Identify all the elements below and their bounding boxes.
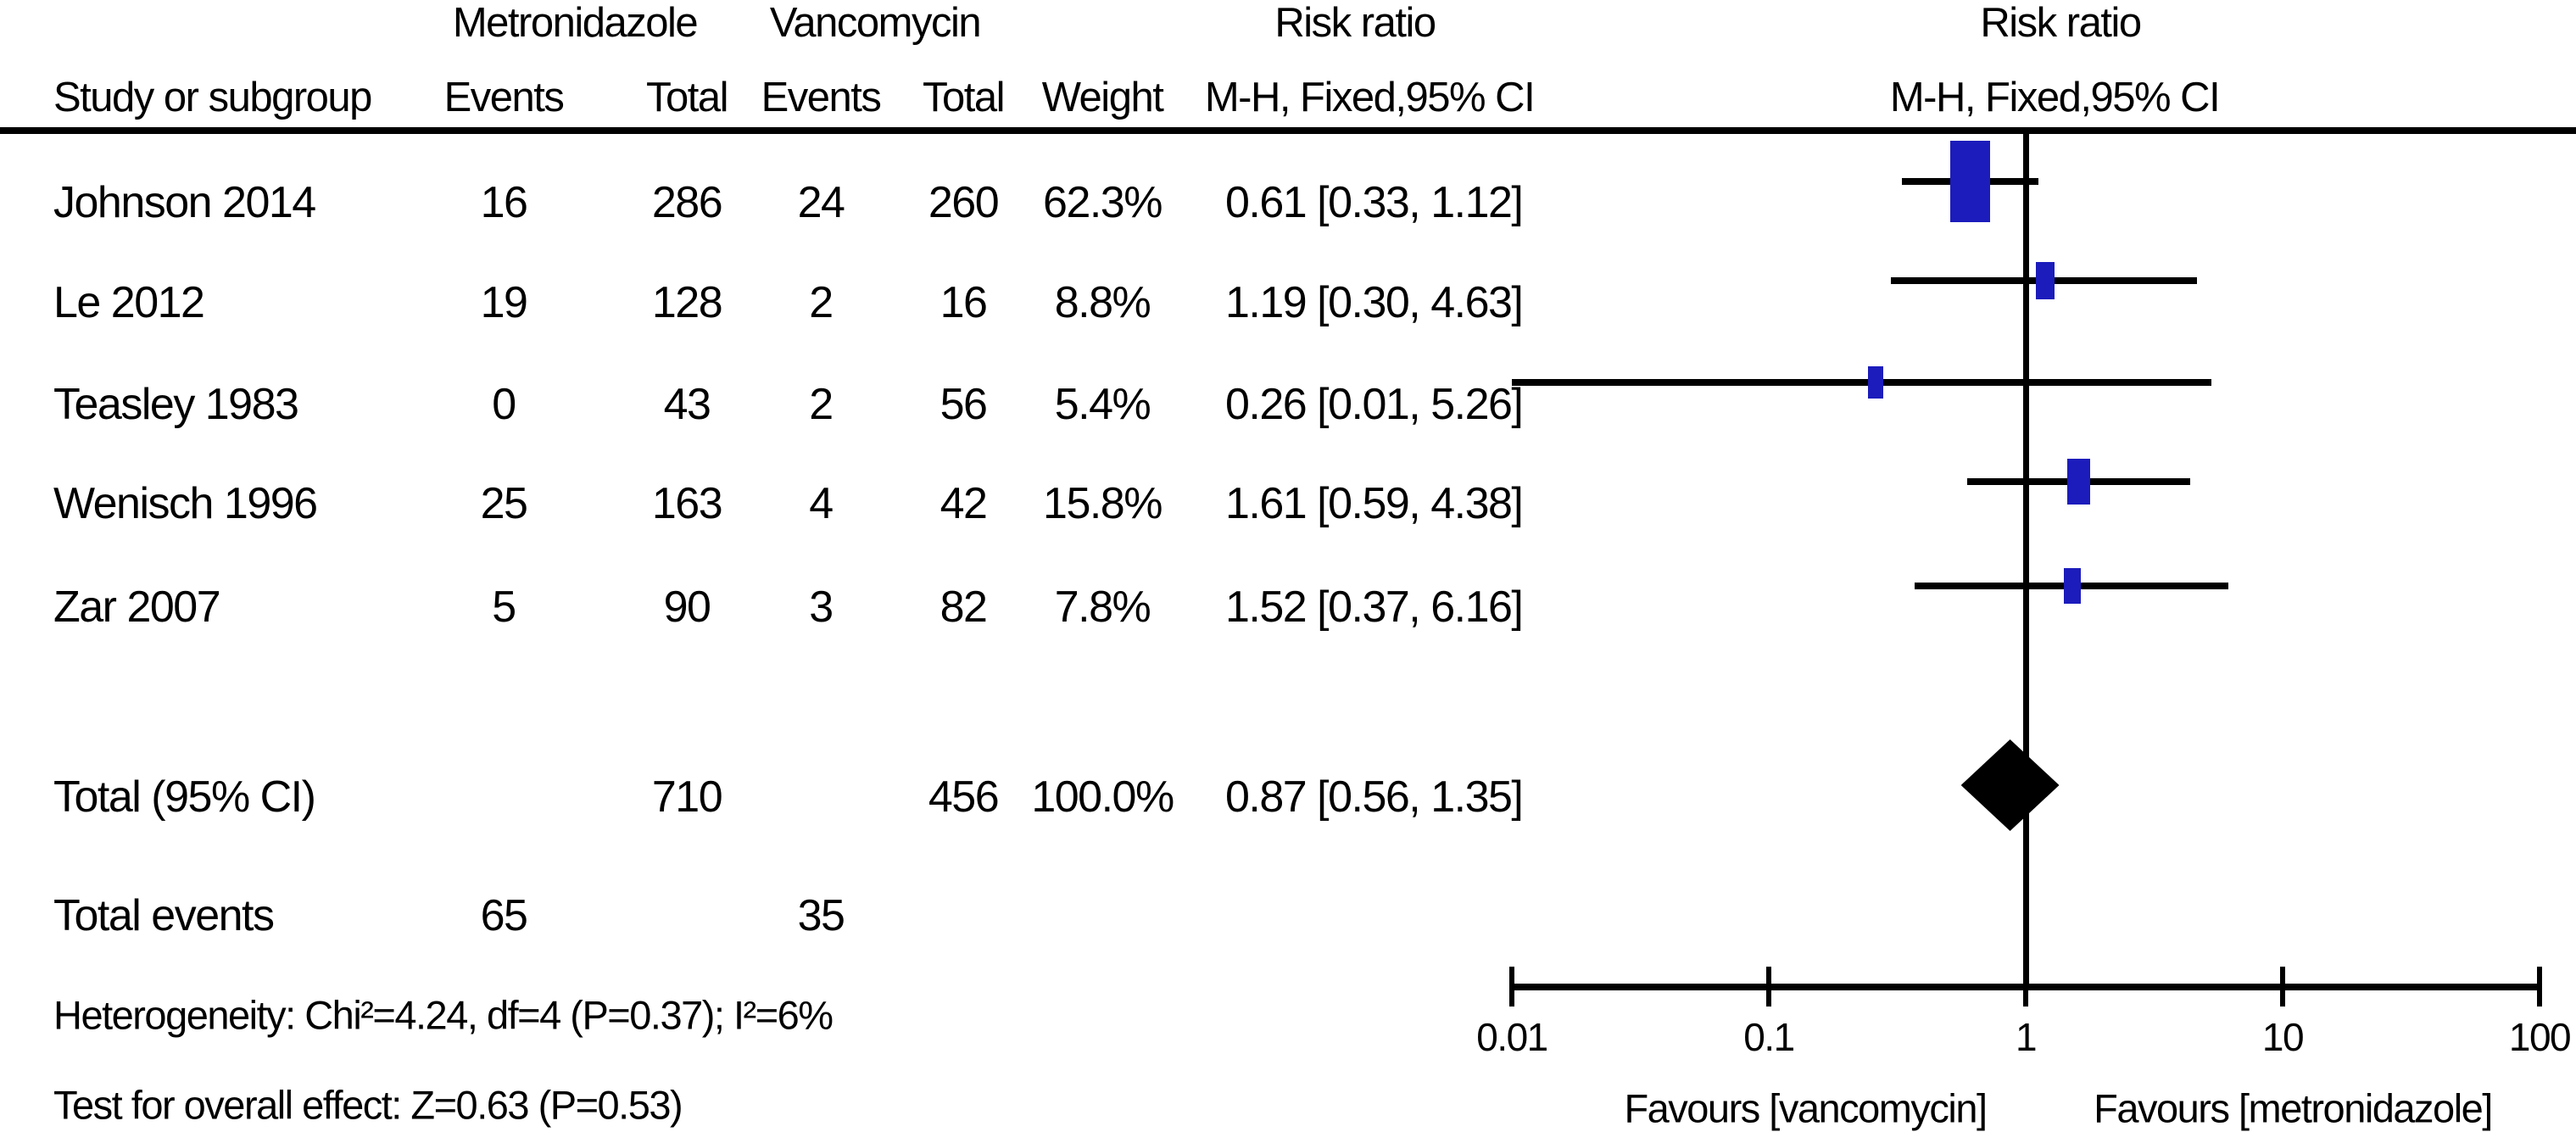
total-control: 82 [940,583,988,632]
total-treat: 43 [663,380,711,429]
study-name: Teasley 1983 [53,380,299,429]
events-control: 3 [809,583,834,632]
effect-marker [2036,262,2055,299]
column-group-control: Vancomycin [769,0,982,46]
events-control: 2 [809,380,834,429]
weight-value: 7.8% [1054,583,1151,632]
effect-marker [1867,366,1883,399]
events-treat: 16 [480,178,528,227]
risk-ratio-heading-text: Risk ratio [1274,0,1436,46]
axis-tick [1508,967,1514,1007]
events-control: 2 [809,278,834,327]
null-line [2022,131,2029,990]
ci-line [1511,379,2211,386]
effect-marker [2063,567,2082,605]
total-treat-sum: 710 [651,772,723,822]
total-treat: 286 [651,178,723,227]
summary-diamond [1960,739,2060,831]
favours-left-label: Favours [vancomycin] [1624,1085,1988,1131]
effect-marker [2067,458,2091,505]
axis-tick [1765,967,1771,1007]
col-header-total-control: Total [922,75,1006,120]
total-treat: 128 [651,278,723,327]
study-name: Le 2012 [53,278,205,327]
tick-label-1: 1 [2015,1015,2038,1059]
study-name: Johnson 2014 [53,178,316,227]
axis-tick [2023,967,2028,1007]
total-control: 56 [940,380,988,429]
ci-value-text: 1.19 [0.30, 4.63] [1225,278,1524,327]
col-header-events-treat: Events [443,75,565,120]
tick-label-10: 10 [2261,1015,2305,1059]
weight-value: 62.3% [1043,178,1163,227]
heterogeneity-note: Heterogeneity: Chi²=4.24, df=4 (P=0.37);… [53,992,834,1038]
total-weight: 100.0% [1031,772,1174,822]
risk-ratio-heading-plot: Risk ratio [1980,0,2142,46]
ci-value-text: 1.61 [0.59, 4.38] [1225,479,1524,528]
ci-value-text: 0.26 [0.01, 5.26] [1225,380,1524,429]
total-label: Total (95% CI) [53,772,316,822]
total-control-sum: 456 [928,772,1000,822]
events-treat: 25 [480,479,528,528]
ci-value-text: 1.52 [0.37, 6.16] [1225,583,1524,632]
effect-marker [1950,140,1991,223]
overall-effect-note: Test for overall effect: Z=0.63 (P=0.53) [53,1082,683,1128]
axis-tick [2537,967,2543,1007]
tick-label-100: 100 [2508,1015,2572,1059]
events-treat: 5 [492,583,516,632]
col-header-events-control: Events [761,75,882,120]
weight-value: 15.8% [1043,479,1163,528]
total-events-control: 35 [797,891,845,940]
total-events-treat: 65 [480,891,528,940]
total-treat: 90 [663,583,711,632]
total-control: 260 [928,178,1000,227]
events-treat: 19 [480,278,528,327]
events-control: 24 [797,178,845,227]
total-ci-text: 0.87 [0.56, 1.35] [1225,772,1524,822]
total-control: 42 [940,479,988,528]
tick-label-0.01: 0.01 [1476,1015,1548,1059]
events-control: 4 [809,479,834,528]
total-control: 16 [940,278,988,327]
study-name: Wenisch 1996 [53,479,318,528]
weight-value: 8.8% [1054,278,1151,327]
axis-tick [2280,967,2286,1007]
col-header-ci-plot: M-H, Fixed,95% CI [1889,75,2221,120]
weight-value: 5.4% [1054,380,1151,429]
col-header-ci-text: M-H, Fixed,95% CI [1204,75,1536,120]
tick-label-0.1: 0.1 [1743,1015,1795,1059]
column-group-treatment: Metronidazole [452,0,699,46]
total-events-label: Total events [53,891,275,940]
favours-right-label: Favours [metronidazole] [2094,1085,2493,1131]
ci-value-text: 0.61 [0.33, 1.12] [1225,178,1524,227]
header-separator-line [0,127,2576,134]
col-header-study: Study or subgroup [53,75,372,120]
col-header-weight: Weight [1041,75,1164,120]
col-header-total-treat: Total [645,75,729,120]
study-name: Zar 2007 [53,583,221,632]
total-treat: 163 [651,479,723,528]
events-treat: 0 [492,380,516,429]
